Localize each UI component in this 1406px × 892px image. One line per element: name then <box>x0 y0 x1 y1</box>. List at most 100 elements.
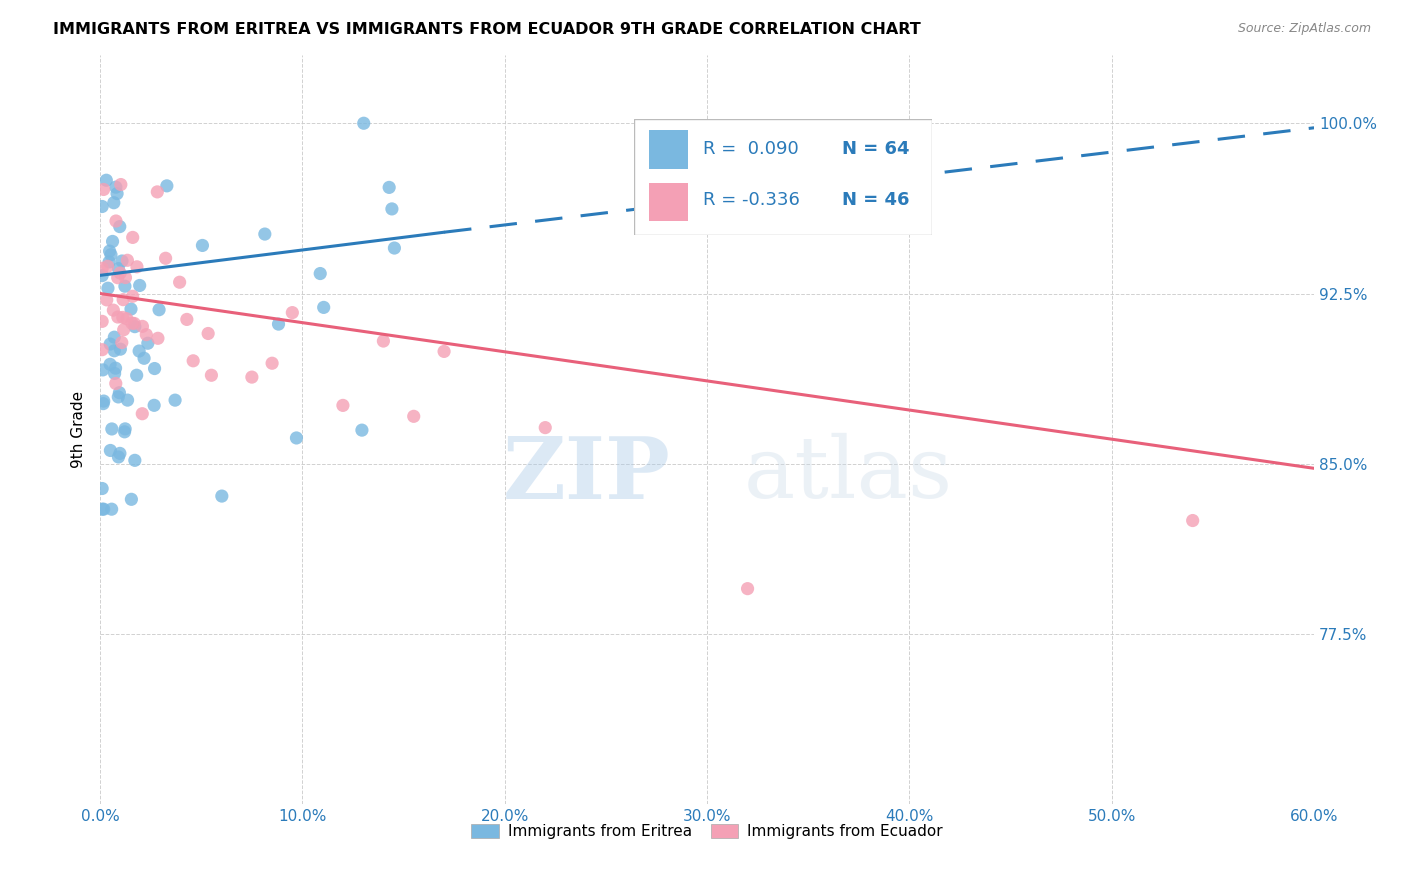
Point <box>114 270 136 285</box>
Point <box>262 356 284 370</box>
Point <box>111 335 134 350</box>
Point <box>104 367 127 381</box>
Point <box>176 312 198 326</box>
Point <box>181 353 204 368</box>
Point <box>125 368 148 383</box>
Point <box>378 180 401 194</box>
Point <box>309 267 332 281</box>
Point <box>143 361 166 376</box>
Point <box>148 302 170 317</box>
Point <box>93 394 115 409</box>
Point <box>96 293 118 307</box>
Point <box>103 343 125 358</box>
Point <box>91 261 114 276</box>
Point <box>132 351 155 366</box>
Point <box>737 582 759 596</box>
Point <box>91 268 114 283</box>
Point <box>96 173 118 187</box>
Point <box>169 275 191 289</box>
Point <box>433 344 456 359</box>
Point <box>131 319 153 334</box>
Point <box>121 289 143 303</box>
Point <box>108 446 131 460</box>
Point <box>122 317 145 331</box>
Point <box>104 180 127 194</box>
Point <box>98 255 121 269</box>
Point <box>128 344 150 359</box>
Point <box>285 431 308 445</box>
Point <box>107 261 129 276</box>
Point <box>200 368 222 383</box>
Point <box>146 185 169 199</box>
Point <box>91 314 114 328</box>
Point <box>91 199 114 213</box>
Text: atlas: atlas <box>744 434 953 516</box>
Point <box>112 293 135 307</box>
Point <box>103 195 125 210</box>
Point <box>98 357 121 371</box>
Point <box>120 301 142 316</box>
Text: Source: ZipAtlas.com: Source: ZipAtlas.com <box>1237 22 1371 36</box>
Point <box>1181 514 1204 528</box>
Point <box>93 502 115 516</box>
Point <box>105 186 128 201</box>
Point <box>281 305 304 319</box>
Point <box>114 425 136 439</box>
Point <box>103 303 125 318</box>
Point <box>155 252 177 266</box>
Point <box>110 178 132 192</box>
Point <box>97 260 120 274</box>
Point <box>124 319 146 334</box>
Point <box>107 450 129 464</box>
Point <box>98 244 121 258</box>
Point <box>124 453 146 467</box>
Point <box>121 316 143 330</box>
Point <box>128 278 150 293</box>
Point <box>111 310 134 325</box>
Legend: Immigrants from Eritrea, Immigrants from Ecuador: Immigrants from Eritrea, Immigrants from… <box>465 818 949 846</box>
Text: IMMIGRANTS FROM ERITREA VS IMMIGRANTS FROM ECUADOR 9TH GRADE CORRELATION CHART: IMMIGRANTS FROM ERITREA VS IMMIGRANTS FR… <box>53 22 921 37</box>
Point <box>121 230 143 244</box>
Point <box>91 363 114 377</box>
Point <box>211 489 233 503</box>
Point <box>107 310 129 324</box>
Point <box>91 502 114 516</box>
Point <box>312 301 335 315</box>
Point <box>103 330 125 344</box>
Point <box>112 323 135 337</box>
Point <box>114 422 136 436</box>
Point <box>107 270 129 285</box>
Point <box>100 502 122 516</box>
Point <box>240 370 263 384</box>
Point <box>332 398 354 412</box>
Point <box>156 178 179 193</box>
Point <box>353 116 375 130</box>
Point <box>100 443 122 458</box>
Point <box>108 385 131 400</box>
Point <box>91 482 114 496</box>
Point <box>165 393 187 408</box>
Point <box>534 420 557 434</box>
Y-axis label: 9th Grade: 9th Grade <box>72 392 86 468</box>
Point <box>384 241 406 255</box>
Point <box>131 407 153 421</box>
Point <box>146 331 169 345</box>
Point <box>108 219 131 234</box>
Point <box>115 311 138 326</box>
Point <box>110 342 132 356</box>
Point <box>117 393 139 408</box>
Point <box>191 238 214 252</box>
Point <box>135 327 157 342</box>
Point <box>197 326 219 341</box>
Point <box>253 227 276 241</box>
Point <box>267 317 290 331</box>
Point <box>402 409 425 424</box>
Point <box>98 337 121 351</box>
Point <box>114 279 136 293</box>
Point <box>111 254 134 268</box>
Point <box>108 266 131 280</box>
Point <box>100 248 122 262</box>
Point <box>143 398 166 412</box>
Point <box>120 492 142 507</box>
Point <box>350 423 373 437</box>
